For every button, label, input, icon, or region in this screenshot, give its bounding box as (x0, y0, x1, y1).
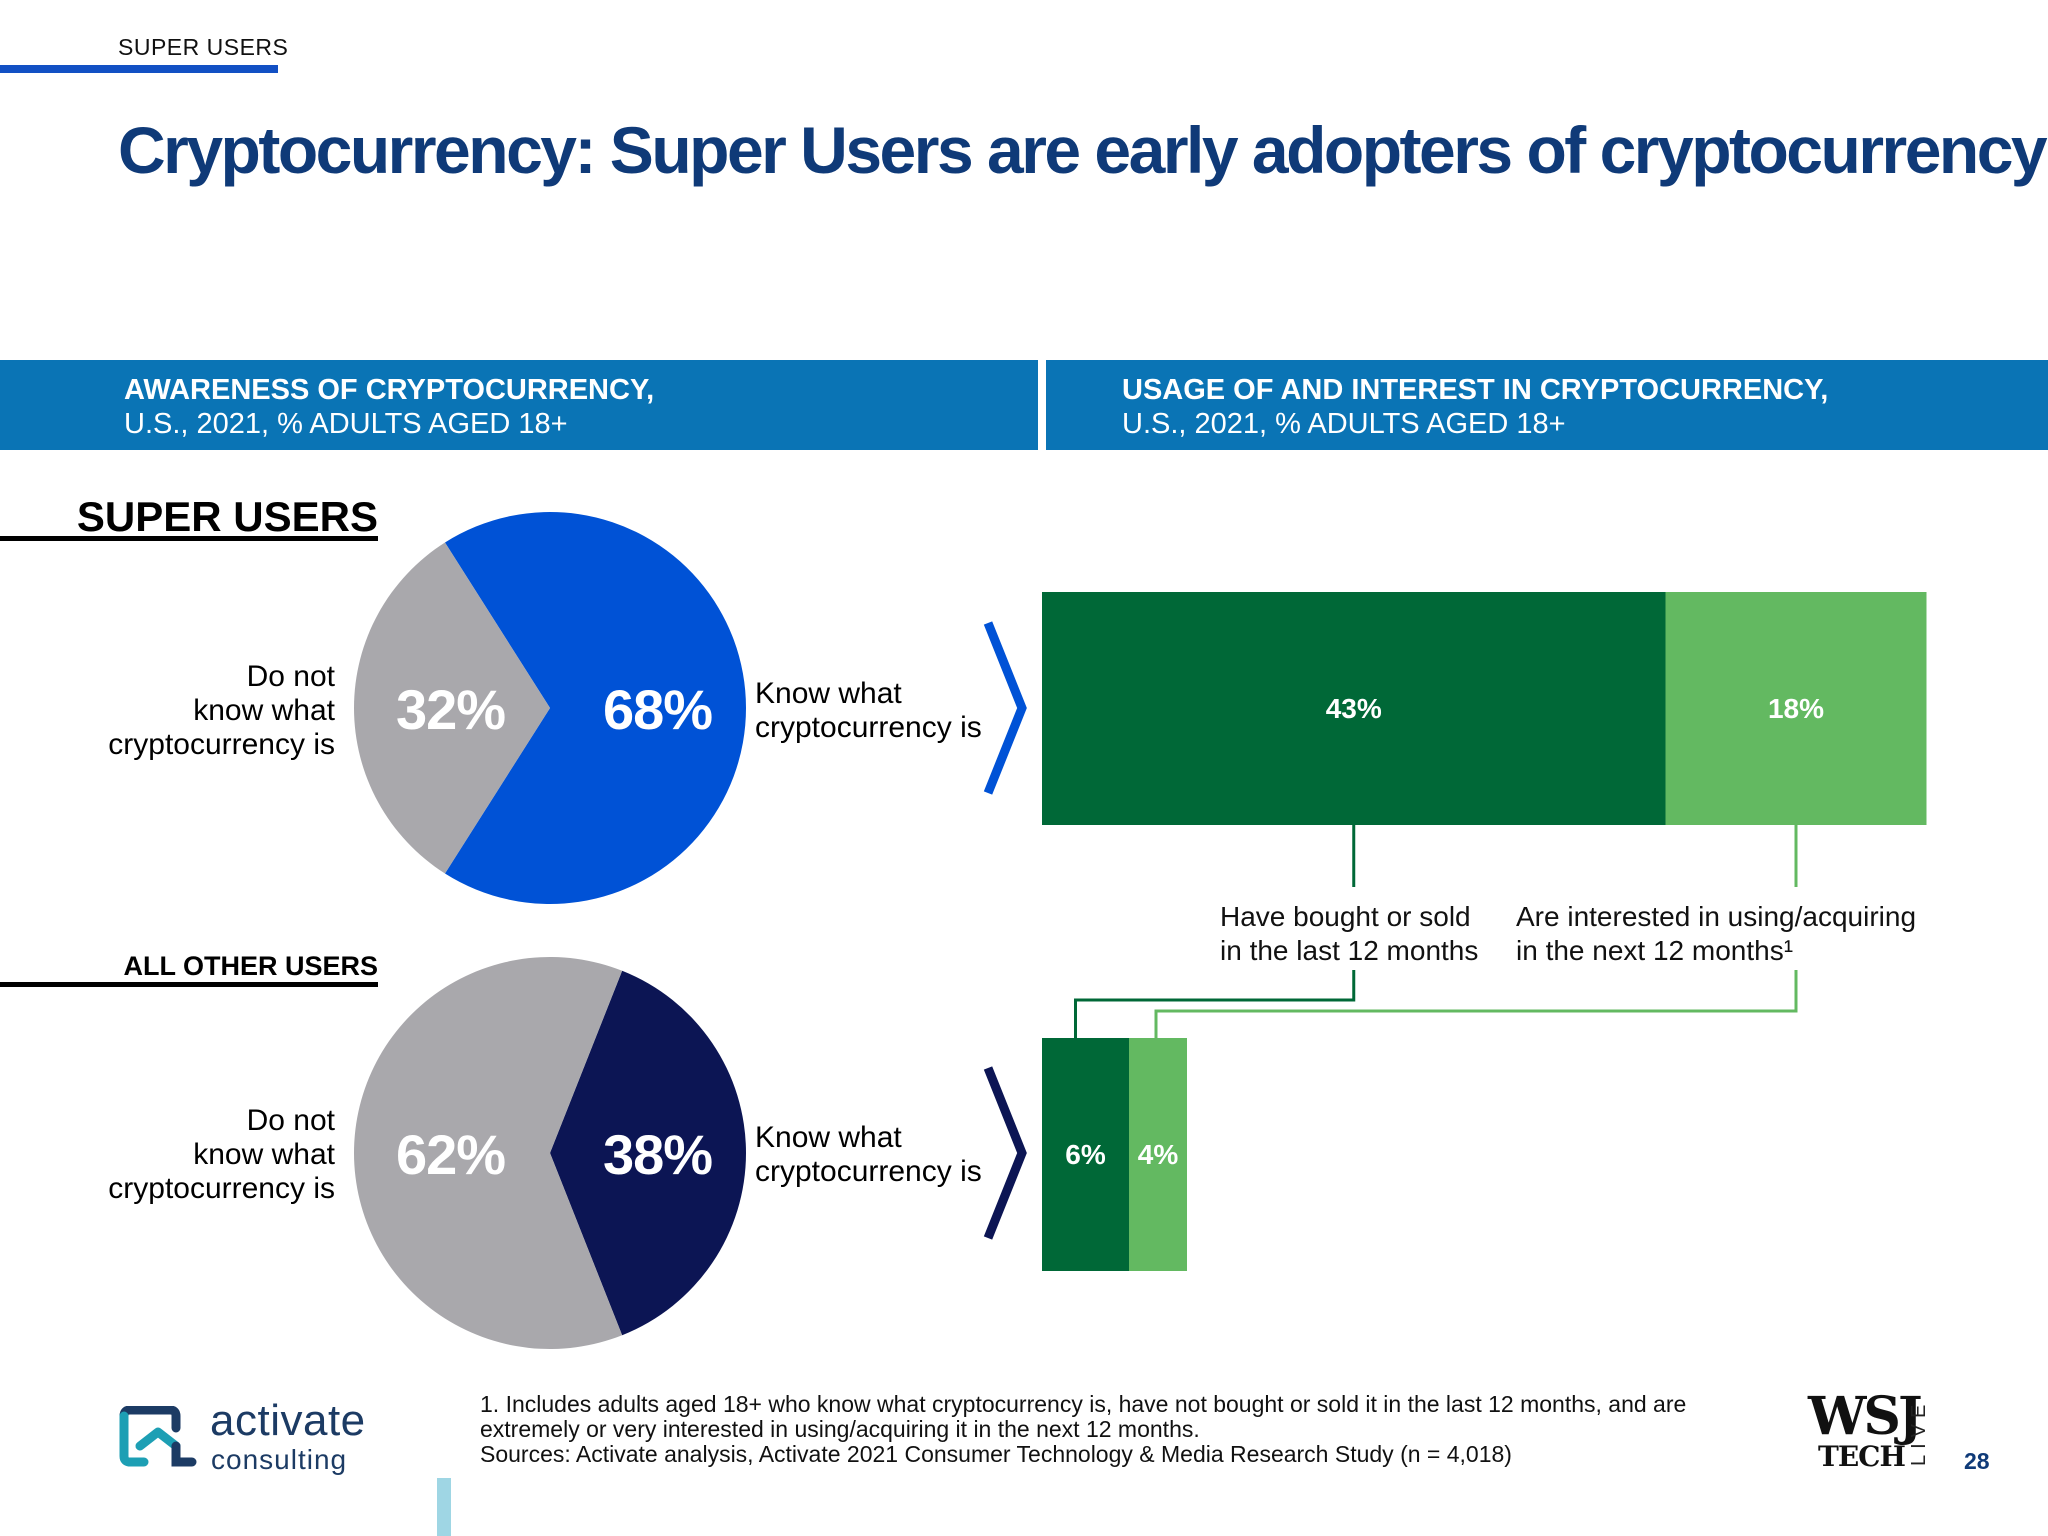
right-panel-title: USAGE OF AND INTEREST IN CRYPTOCURRENCY, (1122, 374, 1829, 406)
left-panel-header: AWARENESS OF CRYPTOCURRENCY, U.S., 2021,… (0, 360, 1038, 450)
bar-label-super-interested: 18% (1767, 692, 1825, 724)
activate-logo-mark-icon (119, 1406, 197, 1467)
super-know-label: Know what cryptocurrency is (755, 677, 982, 744)
slide-title: Cryptocurrency: Super Users are early ad… (118, 113, 2048, 187)
pie-slice-dont-know (353, 542, 550, 874)
wsj-logo-line1: WSJ (1808, 1386, 1923, 1447)
super-dont-know-label: Do not know what cryptocurrency is (108, 660, 335, 761)
legend-bought-caption: Have bought or sold in the last 12 month… (1220, 901, 1479, 966)
connector-others-bought (1074, 970, 1356, 1038)
left-panel-subtitle: U.S., 2021, % ADULTS AGED 18+ (124, 408, 568, 440)
bar-label-others-bought: 6% (1065, 1138, 1106, 1170)
super-users-rule (0, 536, 378, 541)
all-other-users-heading: ALL OTHER USERS (123, 951, 378, 981)
left-panel-title: AWARENESS OF CRYPTOCURRENCY, (124, 374, 655, 406)
footer-accent-bar (437, 1478, 451, 1536)
footnote-sources: Sources: Activate analysis, Activate 202… (480, 1441, 1512, 1467)
section-tag: SUPER USERS (118, 34, 289, 60)
pie-all-other-users (353, 957, 746, 1349)
footnote: 1. Includes adults aged 18+ who know wha… (480, 1392, 1730, 1467)
others-dont-know-label: Do not know what cryptocurrency is (108, 1104, 335, 1205)
all-other-users-rule (0, 982, 378, 987)
chevron-all-other-users-icon (983, 1066, 1027, 1240)
wsj-logo-line2: TECH (1818, 1440, 1906, 1473)
footnote-1: 1. Includes adults aged 18+ who know wha… (480, 1391, 1687, 1442)
right-panel-subtitle: U.S., 2021, % ADULTS AGED 18+ (1122, 408, 1566, 440)
bar-label-others-interested: 4% (1137, 1138, 1179, 1170)
bar-segment-others-interested (1129, 1038, 1187, 1271)
bar-chart (1042, 592, 1927, 1271)
bar-label-super-bought: 43% (1325, 692, 1382, 724)
page-number: 28 (1964, 1448, 1990, 1474)
activate-logo-name: activate (210, 1396, 366, 1445)
bar-connectors (1074, 825, 1798, 1038)
others-dont-know-pct: 62% (396, 1123, 506, 1186)
pie-slice-dont-know (353, 957, 623, 1349)
super-dont-know-pct: 32% (396, 678, 506, 741)
bar-segment-others-bought (1042, 1038, 1129, 1271)
bar-segment-super-bought (1042, 592, 1666, 825)
bar-segment-super-interested (1665, 592, 1927, 825)
super-users-heading: SUPER USERS (76, 493, 378, 540)
pie-super-users (353, 512, 746, 905)
chevron-super-users-icon (983, 621, 1027, 795)
legend-interested-caption: Are interested in using/acquiring in the… (1516, 901, 1917, 966)
activate-logo-sub: consulting (211, 1444, 348, 1475)
pie-slice-know (444, 512, 746, 905)
super-know-pct: 68% (603, 678, 713, 741)
pie-slice-know (550, 970, 746, 1336)
wsj-logo-side: LIVE (1908, 1398, 1930, 1466)
right-panel-header: USAGE OF AND INTEREST IN CRYPTOCURRENCY,… (1046, 360, 2048, 450)
others-know-pct: 38% (603, 1123, 713, 1186)
section-underline (0, 65, 278, 73)
connector-others-interested (1154, 970, 1798, 1038)
others-know-label: Know what cryptocurrency is (755, 1121, 982, 1188)
